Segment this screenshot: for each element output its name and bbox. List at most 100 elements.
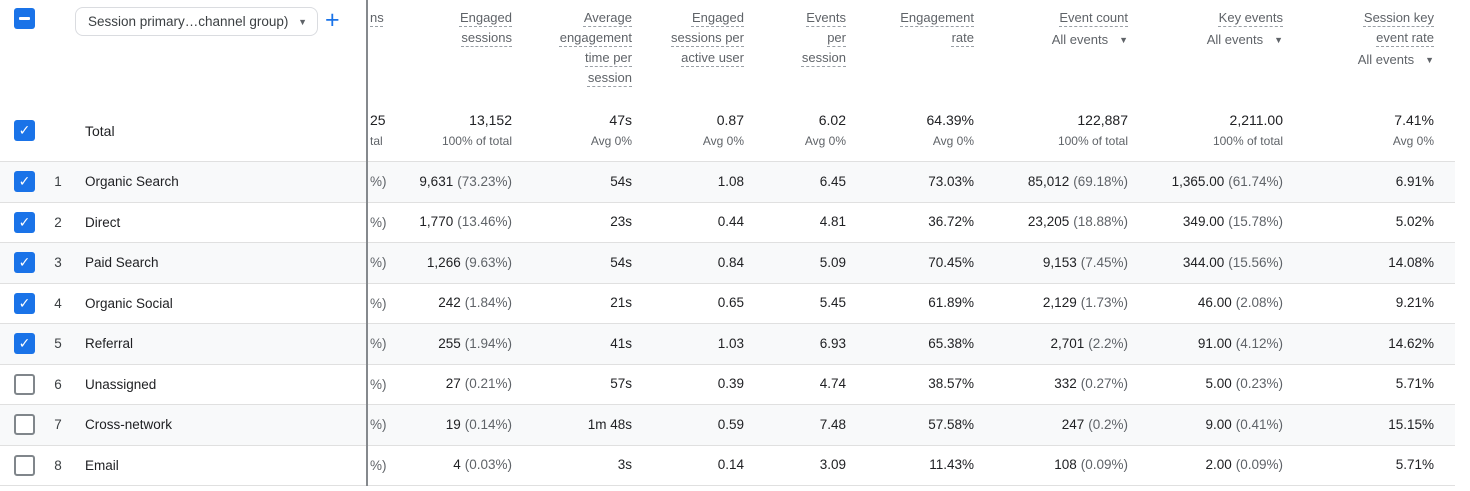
row-checkbox[interactable]: [14, 292, 35, 314]
cell-engaged-sessions: 1,266 (9.63%): [426, 254, 512, 270]
channel-name: Paid Search: [85, 255, 159, 271]
cell-event-count: 247 (0.2%): [1061, 416, 1128, 432]
total-cell-engaged-sessions-per-user: 0.87 Avg 0%: [702, 112, 744, 148]
cell-engagement-rate: 65.38%: [928, 335, 974, 351]
cell-engaged-sessions-per-user: 0.65: [717, 295, 744, 311]
row-index: 1: [54, 174, 62, 190]
select-all-checkbox[interactable]: [14, 8, 35, 29]
total-cell-key-events: 2,211.00 100% of total: [1212, 112, 1283, 148]
cell-events-per-session: 3.09: [819, 457, 846, 473]
cell-session-key-event-rate: 9.21%: [1395, 295, 1434, 311]
row-index: 7: [54, 417, 62, 433]
row-index: 4: [54, 295, 62, 311]
cell-avg-engagement-time: 1m 48s: [587, 416, 632, 432]
table-row: 8 Email %) 4 (0.03%) 3s 0.14 3.09 11.43% …: [0, 444, 1455, 486]
cell-event-count: 85,012 (69.18%): [1027, 173, 1128, 189]
table-row: 4 Organic Social %) 242(1.84%) 21s 0.65 …: [0, 282, 1455, 324]
cell-engaged-sessions-per-user: 0.39: [717, 376, 744, 392]
row-checkbox[interactable]: [14, 252, 35, 274]
row-checkbox[interactable]: [14, 171, 35, 193]
total-cell-avg-engagement-time: 47s Avg 0%: [590, 112, 632, 148]
cell-engaged-sessions-per-user: 0.14: [717, 457, 744, 473]
column-header-event-count: Event count All events ▼: [974, 8, 1128, 50]
column-header-session-key-event-rate: Session key event rate All events ▼: [1283, 8, 1434, 70]
cell-avg-engagement-time: 57s: [610, 376, 632, 392]
cell-avg-engagement-time: 21s: [610, 295, 632, 311]
row-checkbox[interactable]: [14, 454, 35, 476]
cell-engaged-sessions-per-user: 1.03: [717, 335, 744, 351]
channel-name: Email: [85, 457, 119, 473]
row-index: 8: [54, 457, 62, 473]
cell-sessions-clipped: %): [370, 174, 387, 190]
cell-event-count: 23,205 (18.88%): [1027, 214, 1128, 230]
cell-engaged-sessions-per-user: 0.44: [717, 214, 744, 230]
channel-name: Organic Social: [85, 295, 173, 311]
total-row-label: Total: [85, 122, 115, 139]
row-checkbox[interactable]: [14, 333, 35, 355]
total-cell-engagement-rate: 64.39% Avg 0%: [926, 112, 974, 148]
table-row: 5 Referral %) 255(1.94%) 41s 1.03 6.93 6…: [0, 323, 1455, 364]
column-header-key-events: Key events All events ▼: [1128, 8, 1283, 50]
row-checkbox[interactable]: [14, 414, 35, 436]
total-row-checkbox[interactable]: [14, 120, 35, 141]
cell-events-per-session: 4.81: [819, 214, 846, 230]
channel-name: Referral: [85, 336, 134, 352]
total-cell-engaged-sessions: 13,152 100% of total: [441, 112, 512, 148]
cell-session-key-event-rate: 14.08%: [1388, 254, 1434, 270]
cell-key-events: 91.00 (4.12%): [1197, 335, 1283, 351]
key-events-filter-dropdown[interactable]: All events ▼: [1128, 30, 1283, 50]
cell-session-key-event-rate: 5.71%: [1395, 376, 1434, 392]
row-checkbox[interactable]: [14, 373, 35, 395]
frozen-pane-resize-divider[interactable]: [366, 0, 368, 486]
chevron-down-icon: ▼: [1119, 35, 1128, 45]
total-cell-events-per-session: 6.02 Avg 0%: [804, 112, 846, 148]
cell-avg-engagement-time: 41s: [610, 335, 632, 351]
column-header-events-per-session: Events per session: [801, 10, 846, 65]
row-index: 3: [54, 255, 62, 271]
channel-name: Unassigned: [85, 376, 157, 392]
cell-sessions-clipped: %): [370, 417, 387, 433]
cell-events-per-session: 5.45: [819, 295, 846, 311]
dimension-selector-dropdown[interactable]: Session primary…channel group) ▼: [75, 7, 318, 36]
cell-engaged-sessions: 19 (0.14%): [445, 416, 512, 432]
cell-engagement-rate: 70.45%: [928, 254, 974, 270]
cell-sessions-clipped: %): [370, 376, 387, 392]
cell-session-key-event-rate: 5.71%: [1395, 457, 1434, 473]
cell-events-per-session: 5.09: [819, 254, 846, 270]
table-row: 1 Organic Search %) 9,631(73.23%) 54s 1.…: [0, 161, 1455, 202]
cell-avg-engagement-time: 54s: [610, 173, 632, 189]
column-header-sessions-clipped[interactable]: ns: [370, 10, 384, 25]
column-header-avg-engagement-time: Average engagement time per session: [559, 10, 632, 85]
cell-key-events: 344.00 (15.56%): [1182, 254, 1283, 270]
cell-engaged-sessions: 9,631 (73.23%): [419, 173, 512, 189]
cell-session-key-event-rate: 5.02%: [1395, 214, 1434, 230]
cell-engaged-sessions-per-user: 1.08: [717, 173, 744, 189]
table-row: 7 Cross-network %) 19 (0.14%) 1m 48s 0.59…: [0, 404, 1455, 445]
chevron-down-icon: ▼: [1425, 55, 1434, 65]
total-cell-event-count: 122,887 100% of total: [1057, 112, 1128, 148]
cell-sessions-clipped: %): [370, 214, 387, 230]
chevron-down-icon: ▼: [298, 16, 307, 27]
cell-sessions-clipped: %): [370, 255, 387, 271]
channel-name: Cross-network: [85, 417, 173, 433]
cell-engaged-sessions-per-user: 0.84: [717, 254, 744, 270]
session-key-event-rate-filter-dropdown[interactable]: All events ▼: [1283, 50, 1434, 70]
cell-event-count: 2,129 (1.73%): [1042, 295, 1128, 311]
cell-key-events: 9.00 (0.41%): [1205, 416, 1283, 432]
table-row: 2 Direct %) 1,770(13.46%) 23s 0.44 4.81 …: [0, 201, 1455, 243]
row-checkbox[interactable]: [14, 211, 35, 233]
cell-key-events: 349.00 (15.78%): [1182, 214, 1283, 230]
dimension-selector-value: Session primary…channel group): [88, 14, 289, 29]
metric-header-row: ns Engaged sessions Average engagement t…: [367, 0, 1470, 100]
row-index: 2: [54, 214, 62, 230]
cell-session-key-event-rate: 6.91%: [1395, 173, 1434, 189]
dimension-header-pane: Session primary…channel group) ▼ +: [0, 0, 367, 100]
event-count-filter-dropdown[interactable]: All events ▼: [974, 30, 1128, 50]
cell-key-events: 46.00 (2.08%): [1197, 295, 1283, 311]
cell-engagement-rate: 57.58%: [928, 416, 974, 432]
add-dimension-button[interactable]: +: [322, 5, 343, 36]
cell-session-key-event-rate: 15.15%: [1388, 416, 1434, 432]
